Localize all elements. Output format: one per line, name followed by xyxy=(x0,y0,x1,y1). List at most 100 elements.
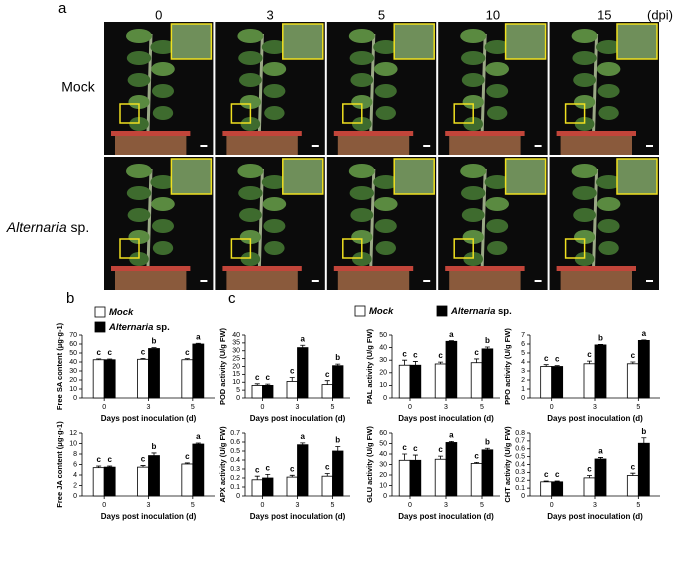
y-tick-label: 40 xyxy=(379,451,387,458)
leaf xyxy=(461,208,485,222)
leaf xyxy=(374,62,398,76)
significance-letter: a xyxy=(449,431,454,440)
leaf xyxy=(350,208,374,222)
leaf xyxy=(484,175,510,189)
significance-letter: c xyxy=(413,351,418,360)
y-tick-label: 0 xyxy=(73,395,77,402)
bar xyxy=(540,481,553,497)
bar xyxy=(332,365,344,399)
x-tick-label: 0 xyxy=(408,502,412,509)
error-bar xyxy=(324,473,330,477)
error-bar xyxy=(402,453,408,461)
leaf xyxy=(487,241,508,255)
y-tick-label: 7 xyxy=(521,332,525,339)
x-tick-label: 5 xyxy=(636,404,640,411)
y-tick-label: 40 xyxy=(379,344,387,351)
bar xyxy=(409,459,422,497)
error-bar xyxy=(587,360,592,364)
leaf xyxy=(128,95,150,109)
x-tick-label: 5 xyxy=(480,502,484,509)
y-tick-label: 0 xyxy=(236,493,240,500)
significance-letter: b xyxy=(152,337,157,346)
inset xyxy=(504,23,547,60)
error-bar xyxy=(554,480,560,482)
leaf xyxy=(152,219,174,233)
y-tick-label: 10 xyxy=(69,386,77,393)
error-bar xyxy=(630,472,636,476)
bar xyxy=(262,477,274,497)
significance-letter: c xyxy=(438,351,443,360)
leaf xyxy=(596,62,621,76)
bar xyxy=(297,444,309,497)
leaf xyxy=(240,252,261,266)
x-tick-label: 3 xyxy=(147,502,151,509)
y-tick-label: 0.2 xyxy=(230,475,240,482)
leaf xyxy=(462,230,484,244)
bar xyxy=(637,339,650,399)
leaf xyxy=(349,51,374,65)
bar xyxy=(262,384,274,399)
pot xyxy=(337,133,410,155)
y-tick-label: 30 xyxy=(379,357,387,364)
leaf xyxy=(126,186,152,200)
x-axis-label: Days post inoculation (d) xyxy=(101,414,197,423)
bar xyxy=(445,340,458,399)
x-axis-label: Days post inoculation (d) xyxy=(547,512,643,521)
significance-letter: c xyxy=(255,465,260,474)
bar xyxy=(398,364,411,399)
bar xyxy=(321,475,333,497)
y-tick-label: 0.4 xyxy=(230,457,240,464)
error-bar xyxy=(300,442,306,445)
scale-bar xyxy=(311,280,319,282)
leaf xyxy=(486,219,509,233)
y-tick-label: 0.4 xyxy=(515,461,525,468)
scale-bar xyxy=(200,145,208,147)
leaf xyxy=(374,197,398,211)
y-tick-label: 5 xyxy=(521,350,525,357)
error-bar xyxy=(195,442,201,445)
leaf xyxy=(240,117,261,131)
leaf xyxy=(375,106,396,120)
bar xyxy=(637,442,650,497)
error-bar xyxy=(151,347,157,349)
significance-letter: c xyxy=(413,444,418,453)
y-tick-label: 4 xyxy=(73,472,77,479)
leaf xyxy=(375,241,396,255)
error-bar xyxy=(335,446,341,451)
leaf xyxy=(461,186,486,200)
error-bar xyxy=(184,358,190,360)
y-tick-label: 20 xyxy=(379,472,387,479)
bar xyxy=(409,364,422,399)
x-tick-label: 0 xyxy=(261,404,265,411)
error-bar xyxy=(474,462,480,464)
leaf xyxy=(460,29,487,43)
leaf xyxy=(129,117,149,131)
zoom-box xyxy=(564,238,586,259)
column-label: 10 xyxy=(486,7,500,22)
leaf xyxy=(373,40,399,54)
bar xyxy=(137,466,149,497)
significance-letter: a xyxy=(449,330,454,339)
inset xyxy=(393,158,435,195)
y-tick-label: 0.6 xyxy=(515,446,525,453)
zoom-box xyxy=(119,238,140,259)
leaf xyxy=(598,241,619,255)
leaf xyxy=(462,95,484,109)
x-tick-label: 0 xyxy=(550,404,554,411)
zoom-box xyxy=(342,238,363,259)
leaf xyxy=(461,51,486,65)
leaf xyxy=(598,106,619,120)
error-bar xyxy=(184,462,190,464)
x-axis-label: Days post inoculation (d) xyxy=(398,512,494,521)
significance-letter: c xyxy=(544,354,549,363)
pot xyxy=(226,268,298,290)
bar xyxy=(551,481,564,497)
x-tick-label: 0 xyxy=(408,404,412,411)
significance-letter: a xyxy=(642,329,647,338)
leaf xyxy=(374,84,397,98)
leaf xyxy=(574,252,595,266)
significance-letter: b xyxy=(598,334,603,343)
bar xyxy=(137,358,149,399)
leaf xyxy=(351,230,373,244)
pot xyxy=(449,133,521,155)
